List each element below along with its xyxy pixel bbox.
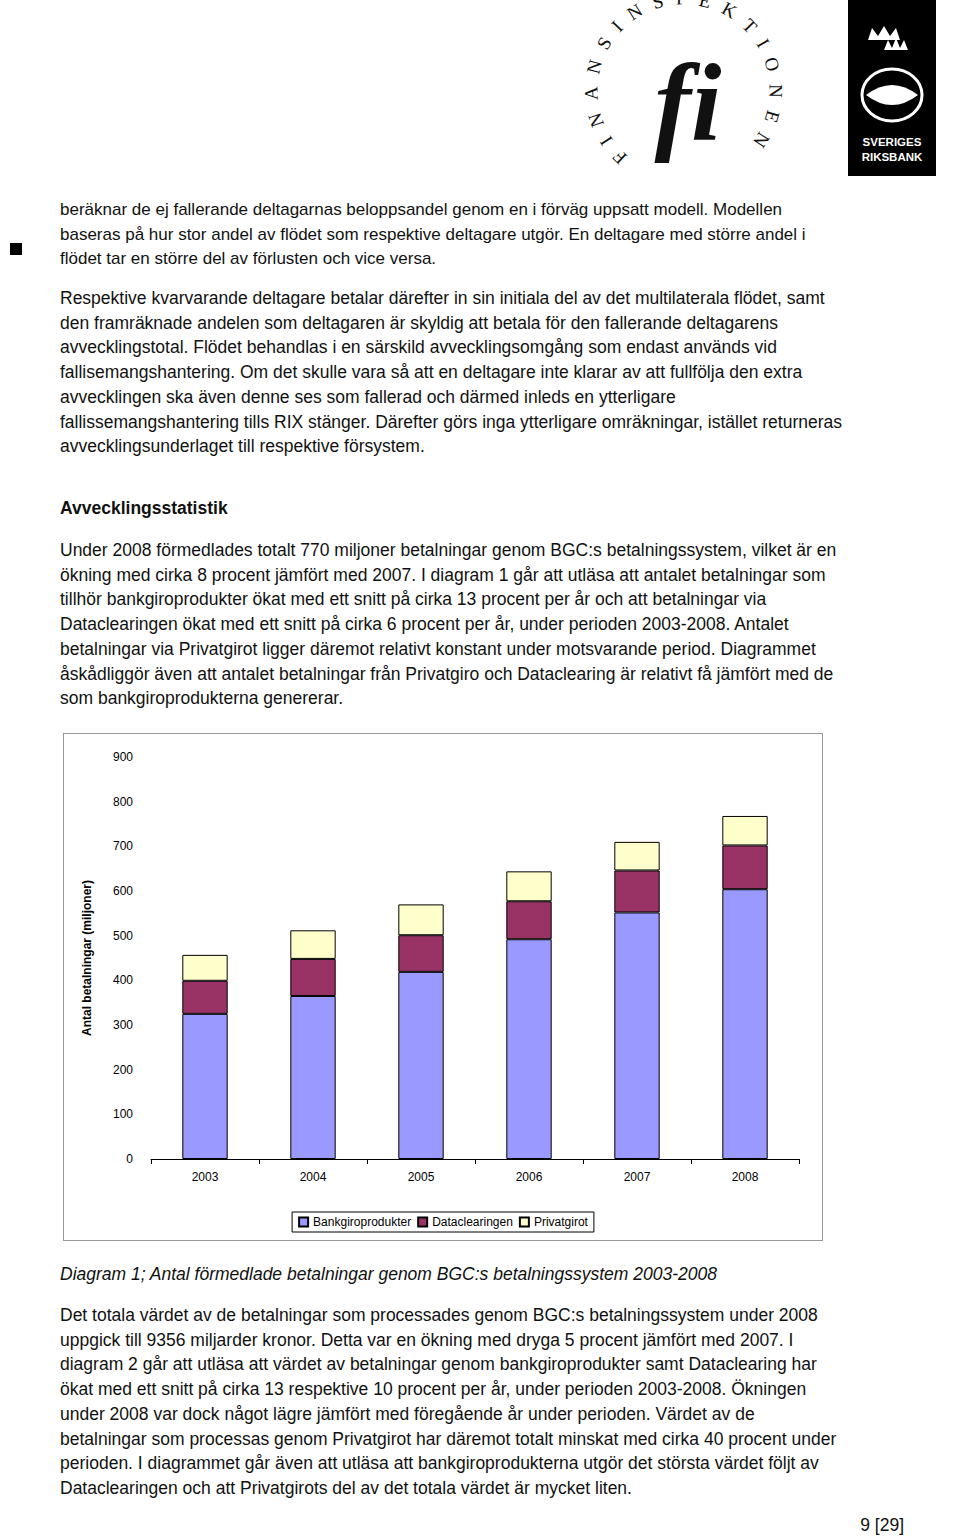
- html-text:fallissemangshantering tills R: fallissemangshantering tills RIX stänger…: [60, 411, 842, 432]
- svg-text:600: 600: [113, 884, 133, 898]
- html-text:avvecklingstotal. Flödet behan: avvecklingstotal. Flödet behandlas i en …: [60, 337, 777, 358]
- svg-text:100: 100: [113, 1107, 133, 1121]
- svg-text:2007: 2007: [624, 1170, 651, 1184]
- svg-text:2004: 2004: [300, 1170, 327, 1184]
- svg-text:500: 500: [113, 929, 133, 943]
- html-text:åskådliggör även att antalet b: åskådliggör även att antalet betalningar…: [60, 663, 834, 684]
- html-text:perioden. I diagrammet går äve: perioden. I diagrammet går även att utlä…: [60, 1453, 819, 1474]
- html-text:Det totala värdet av de betaln: Det totala värdet av de betalningar som …: [60, 1305, 818, 1325]
- svg-text:FINANSINSPEKTIONEN: FINANSINSPEKTIONEN: [580, 0, 786, 169]
- html-text:avvecklingsunderlaget till res: avvecklingsunderlaget till respektive fö…: [60, 436, 425, 457]
- html-text:betalningar som processas geno: betalningar som processas genom Privatgi…: [60, 1428, 837, 1449]
- html-text:baseras på hur stor andel av f: baseras på hur stor andel av flödet som …: [60, 224, 806, 244]
- html-text:betalningar via Privatgirot li: betalningar via Privatgirot ligger därem…: [60, 638, 816, 659]
- html-text:fallisemangshantering. Om det: fallisemangshantering. Om det skulle var…: [60, 362, 803, 383]
- svg-text:300: 300: [113, 1018, 133, 1032]
- html-text:flödet tar en större del av fö: flödet tar en större del av förlusten oc…: [60, 249, 437, 269]
- html-text:den framräknade andelen som de: den framräknade andelen som deltagaren ä…: [60, 312, 778, 333]
- svg-text:900: 900: [113, 750, 133, 764]
- html-text:beräknar de ej fallerande delt: beräknar de ej fallerande deltagarnas be…: [60, 200, 782, 219]
- svg-text:Privatgirot: Privatgirot: [534, 1215, 589, 1229]
- html-text:Avvecklingsstatistik: Avvecklingsstatistik: [60, 498, 228, 518]
- svg-text:Dataclearingen: Dataclearingen: [432, 1215, 513, 1229]
- html-text:Respektive kvarvarande deltaga: Respektive kvarvarande deltagare betalar…: [60, 288, 825, 308]
- svg-text:2003: 2003: [192, 1170, 219, 1184]
- html-text:Dataclearingen och att Privatg: Dataclearingen och att Privatgirots del …: [60, 1477, 632, 1498]
- html-text:Under 2008 förmedlades totalt: Under 2008 förmedlades totalt 770 miljon…: [60, 540, 837, 560]
- html-text:ökning med cirka 8 procent jäm: ökning med cirka 8 procent jämfört med 2…: [60, 564, 826, 585]
- svg-text:RIKSBANK: RIKSBANK: [862, 151, 923, 163]
- svg-text:800: 800: [113, 795, 133, 809]
- html-text:Dataclearingen ökat med ett sn: Dataclearingen ökat med ett snitt på cir…: [60, 614, 789, 635]
- svg-text:0: 0: [126, 1152, 133, 1166]
- html-text:ökat med ett snitt på cirka 13: ökat med ett snitt på cirka 13 respektiv…: [60, 1379, 807, 1400]
- html-text:som bankgiroprodukterna genere: som bankgiroprodukterna genererar.: [60, 688, 344, 709]
- svg-text:2006: 2006: [516, 1170, 543, 1184]
- svg-text:200: 200: [113, 1063, 133, 1077]
- html-text:Diagram 1; Antal förmedlade be: Diagram 1; Antal förmedlade betalningar …: [60, 1264, 717, 1284]
- svg-text:SVERIGES: SVERIGES: [863, 136, 922, 148]
- html-text:diagram 2 går att utläsa att v: diagram 2 går att utläsa att värdet av b…: [60, 1354, 817, 1375]
- svg-text:400: 400: [113, 973, 133, 987]
- svg-text:Antal betalningar (miljoner): Antal betalningar (miljoner): [80, 880, 94, 1036]
- html-text:under 2008 var dock något lägr: under 2008 var dock något lägre jämfört …: [60, 1403, 755, 1424]
- svg-text:2005: 2005: [408, 1170, 435, 1184]
- html-text:avvecklingen ska även denne se: avvecklingen ska även denne ses som fall…: [60, 386, 676, 407]
- svg-text:700: 700: [113, 839, 133, 853]
- svg-text:2008: 2008: [732, 1170, 759, 1184]
- html-text:uppgick till 9356 miljarder kr: uppgick till 9356 miljarder kronor. Dett…: [60, 1329, 794, 1350]
- svg-text:Bankgiroprodukter: Bankgiroprodukter: [313, 1215, 411, 1229]
- html-text:9 [29]: 9 [29]: [860, 1515, 904, 1535]
- html-text:tillhör bankgiroprodukter ökat: tillhör bankgiroprodukter ökat med ett s…: [60, 589, 767, 610]
- svg-text:fi: fi: [654, 42, 722, 164]
